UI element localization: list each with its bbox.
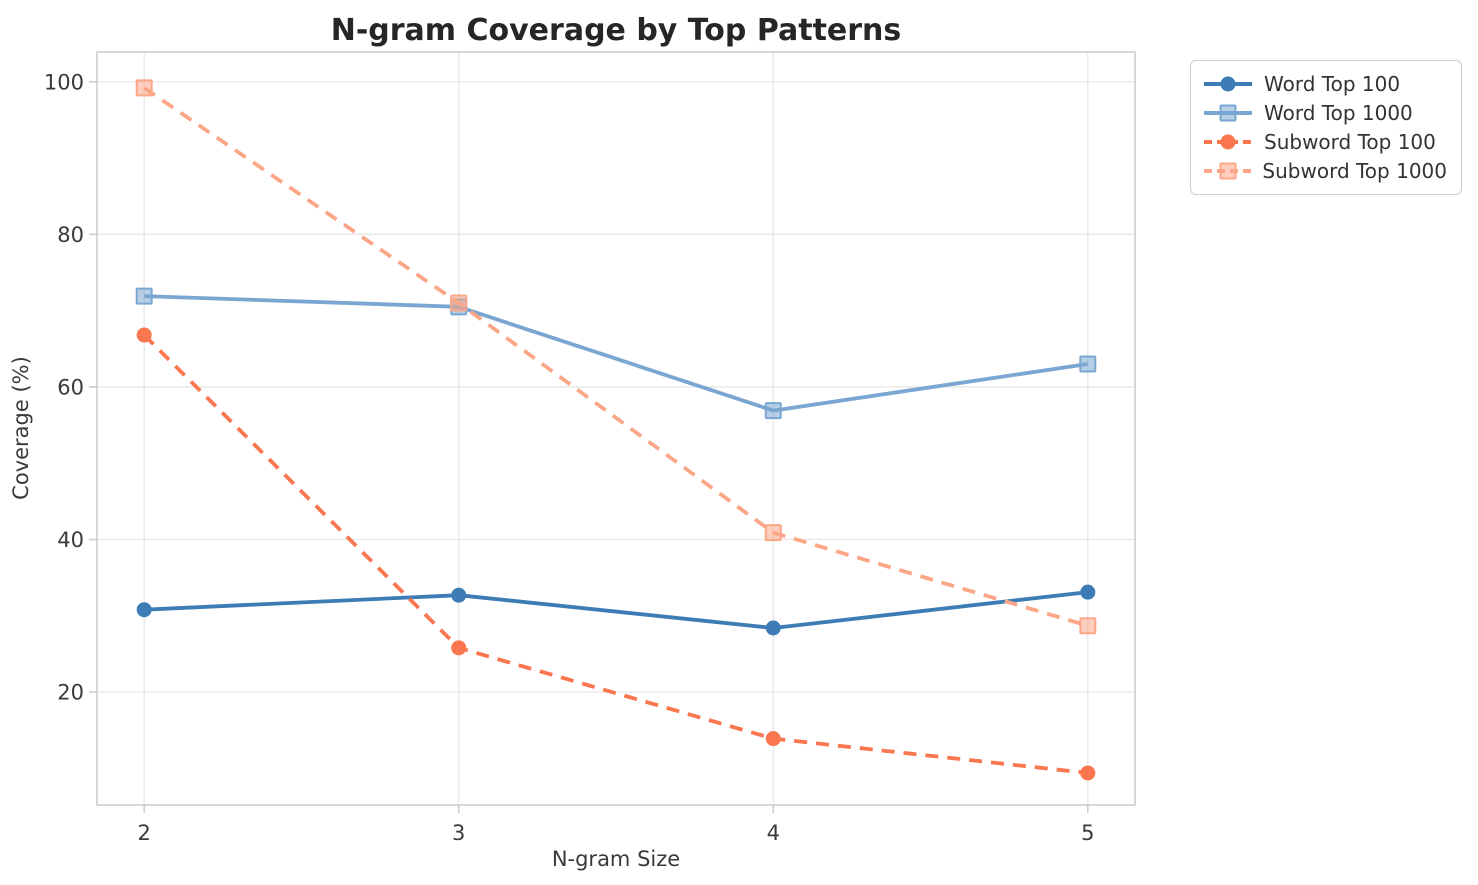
- y-axis-label: Coverage (%): [9, 356, 33, 500]
- tick-marks: [89, 80, 1089, 813]
- data-point-marker: [1219, 104, 1237, 122]
- legend-item: Word Top 1000: [1203, 102, 1447, 124]
- legend-label: Subword Top 100: [1264, 130, 1436, 154]
- data-point-marker: [135, 287, 153, 305]
- series-line: [144, 294, 1089, 413]
- series-line: [144, 590, 1089, 630]
- series-word-top-100: [136, 584, 1096, 636]
- gridlines: [97, 52, 1135, 805]
- legend-label: Word Top 1000: [1264, 101, 1413, 125]
- data-point-marker: [450, 294, 468, 312]
- data-point-marker: [1080, 765, 1096, 781]
- x-tick-label: 4: [767, 821, 780, 845]
- series-subword-top-100: [136, 327, 1096, 781]
- data-point-marker: [136, 602, 152, 618]
- chart-title: N-gram Coverage by Top Patterns: [331, 13, 902, 48]
- data-point-marker: [765, 620, 781, 636]
- legend-label: Subword Top 1000: [1262, 159, 1447, 183]
- data-point-marker: [1079, 617, 1097, 635]
- legend-item: Subword Top 100: [1203, 131, 1447, 153]
- data-point-marker: [136, 327, 152, 343]
- x-tick-label: 5: [1081, 821, 1094, 845]
- data-point-marker: [1220, 134, 1236, 150]
- data-point-marker: [765, 731, 781, 747]
- data-point-marker: [1079, 355, 1097, 373]
- series-line: [142, 333, 1089, 775]
- plot-border: [96, 51, 1136, 806]
- legend-swatch: [1204, 76, 1252, 92]
- series-subword-top-1000: [135, 79, 1097, 635]
- legend-item: Subword Top 1000: [1203, 160, 1447, 182]
- legend-swatch: [1204, 104, 1252, 122]
- x-tick-label: 2: [137, 821, 150, 845]
- data-point-marker: [135, 79, 153, 97]
- y-tick-label: 20: [57, 681, 84, 705]
- legend-swatch: [1204, 134, 1252, 150]
- tick-labels: 2 3 4 5 20 40 60 80 100: [44, 70, 1095, 845]
- data-point-marker: [764, 524, 782, 542]
- legend-label: Word Top 100: [1264, 72, 1401, 96]
- x-axis-label: N-gram Size: [552, 847, 680, 871]
- data-point-marker: [1219, 162, 1237, 180]
- series-word-top-1000: [135, 287, 1097, 420]
- legend: Word Top 100 Word Top 1000 Subword Top 100…: [1190, 60, 1462, 195]
- x-tick-label: 3: [452, 821, 465, 845]
- data-point-marker: [764, 402, 782, 420]
- data-series: [135, 79, 1097, 781]
- legend-swatch: [1204, 162, 1252, 180]
- data-point-marker: [451, 587, 467, 603]
- y-tick-label: 80: [57, 223, 84, 247]
- y-tick-label: 60: [57, 375, 84, 399]
- data-point-marker: [1080, 584, 1096, 600]
- data-point-marker: [451, 640, 467, 656]
- series-line: [143, 86, 1089, 628]
- y-tick-label: 40: [57, 528, 84, 552]
- legend-item: Word Top 100: [1203, 73, 1447, 95]
- data-point-marker: [1220, 76, 1236, 92]
- y-tick-label: 100: [44, 70, 84, 94]
